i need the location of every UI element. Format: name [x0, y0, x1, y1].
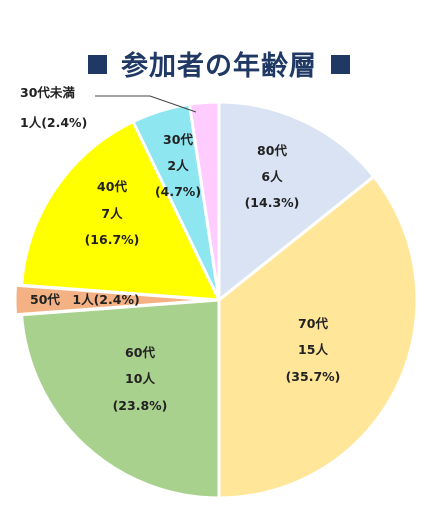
- chart-title: 参加者の年齢層: [0, 44, 438, 83]
- slice-count-40s: 7人: [101, 206, 123, 221]
- pie-slice-80s: [217, 100, 376, 302]
- slice-count-under30: 1人(2.4%): [20, 115, 87, 130]
- pie-slice-50s: [13, 283, 215, 317]
- chart-title-text: 参加者の年齢層: [121, 51, 317, 82]
- slice-percent-40s: (16.7%): [85, 232, 140, 247]
- slice-percent-80s: (14.3%): [245, 195, 300, 210]
- slice-count-60s: 10人: [125, 371, 155, 386]
- slice-percent-30s: (4.7%): [155, 184, 201, 199]
- slice-label-50s: 50代 1人(2.4%): [30, 292, 140, 307]
- pie-slice-70s: [217, 175, 419, 500]
- slice-count-70s: 15人: [298, 342, 328, 357]
- slice-category-80s: 80代: [257, 143, 287, 158]
- slice-percent-70s: (35.7%): [286, 369, 341, 384]
- slice-count-80s: 6人: [261, 169, 283, 184]
- title-square-left-icon: [88, 55, 107, 74]
- pie-slice-under30: [187, 100, 221, 302]
- slice-percent-60s: (23.8%): [113, 398, 168, 413]
- pie-slice-40s: [20, 120, 221, 302]
- pie-slice-60s: [20, 298, 221, 500]
- slice-category-40s: 40代: [97, 179, 127, 194]
- title-square-right-icon: [331, 55, 350, 74]
- slice-category-30s: 30代: [163, 132, 193, 147]
- slice-category-under30: 30代未満: [20, 85, 75, 100]
- slice-category-60s: 60代: [125, 345, 155, 360]
- slice-category-70s: 70代: [298, 316, 328, 331]
- leader-line-under30-diag: [149, 95, 197, 113]
- slice-count-30s: 2人: [167, 158, 189, 173]
